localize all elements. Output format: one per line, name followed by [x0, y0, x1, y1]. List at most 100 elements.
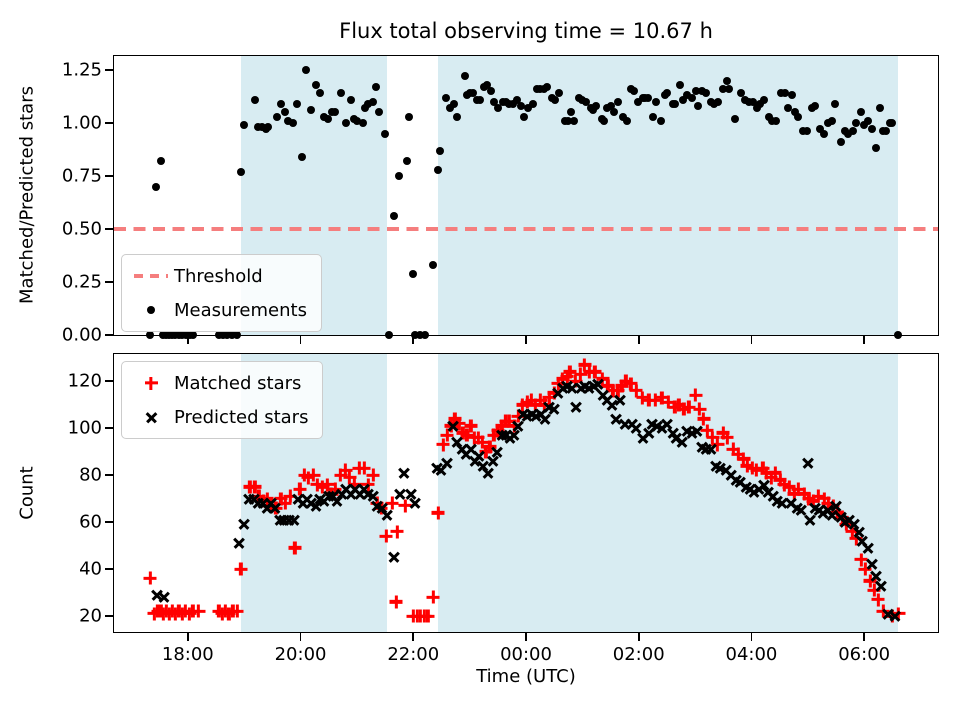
matched-stars-marker	[231, 605, 244, 618]
matched-stars-marker	[192, 605, 205, 618]
measurements-marker	[390, 212, 399, 221]
measurements-marker	[489, 97, 498, 106]
x-tick-mark	[187, 335, 189, 344]
measurements-marker	[816, 125, 825, 134]
measurements-marker	[385, 331, 394, 339]
measurements-marker	[273, 112, 282, 121]
measurements-marker	[676, 80, 685, 89]
measurements-marker	[528, 99, 537, 108]
legend-label: Measurements	[174, 299, 307, 321]
matched-stars-marker	[432, 506, 445, 519]
measurements-marker	[730, 114, 739, 123]
legend-marker-cell	[128, 411, 174, 424]
measurements-marker	[550, 95, 559, 104]
x-tick-mark	[637, 632, 640, 641]
x-tick-label: 04:00	[725, 644, 778, 665]
measurements-marker	[453, 112, 462, 121]
x-tick-mark	[637, 335, 640, 344]
measurements-marker	[421, 331, 430, 339]
matched-stars-marker	[689, 389, 702, 402]
measurements-marker	[434, 165, 443, 174]
matched-stars-marker	[390, 595, 403, 608]
ratio-y-axis-label: Matched/Predicted stars	[16, 86, 38, 304]
x-tick-mark	[525, 632, 527, 641]
count-plot-area: Matched stars Predicted stars 18:00 20:00…	[68, 353, 939, 665]
measurements-marker	[151, 182, 160, 191]
measurements-marker	[694, 102, 703, 111]
measurements-marker	[375, 108, 384, 117]
measurements-marker	[610, 108, 619, 117]
legend-marker-cell	[128, 274, 174, 278]
measurements-marker	[441, 93, 450, 102]
y-tick-label: 80	[79, 464, 102, 486]
measurements-marker	[353, 116, 362, 125]
measurements-marker	[691, 87, 700, 96]
measurements-marker	[523, 104, 532, 113]
measurements-marker	[369, 97, 378, 106]
measurements-marker	[702, 89, 711, 98]
measurements-marker	[395, 171, 404, 180]
x-tick-label: 22:00	[387, 644, 440, 665]
measurements-marker	[588, 106, 597, 115]
measurements-marker	[223, 331, 232, 339]
measurements-marker	[748, 97, 757, 106]
measurements-marker	[292, 99, 301, 108]
measurements-marker	[306, 106, 315, 115]
y-tick-label: 40	[79, 558, 102, 580]
measurements-marker	[218, 331, 227, 339]
measurements-marker	[794, 112, 803, 121]
measurements-marker	[599, 116, 608, 125]
measurements-marker	[633, 97, 642, 106]
x-tick-mark	[299, 335, 302, 344]
measurements-marker	[283, 116, 292, 125]
measurements-marker	[765, 112, 774, 121]
measurements-marker	[657, 116, 666, 125]
measurements-marker	[629, 87, 638, 96]
measurements-marker	[487, 87, 496, 96]
measurements-marker	[844, 129, 853, 138]
x-tick-mark	[863, 335, 865, 344]
matched-stars-marker	[421, 610, 434, 623]
measurements-marker	[781, 89, 790, 98]
y-tick-label: 0.75	[61, 165, 102, 187]
measurements-marker	[358, 118, 367, 127]
measurements-marker	[461, 72, 470, 81]
measurements-marker	[882, 127, 891, 136]
measurements-marker	[469, 89, 478, 98]
matched-stars-marker	[367, 469, 380, 482]
measurements-marker	[868, 125, 877, 134]
measurements-marker	[429, 261, 437, 270]
y-tick-mark	[105, 69, 114, 71]
measurements-marker	[857, 108, 866, 117]
legend-entry: Matched stars	[128, 366, 308, 400]
measurements-marker	[837, 138, 846, 147]
dot-marker-icon	[147, 306, 155, 314]
measurements-marker	[516, 102, 525, 111]
y-tick-mark	[105, 228, 114, 230]
measurements-marker	[663, 89, 672, 98]
measurements-marker	[347, 95, 356, 104]
x-axis-label: Time (UTC)	[476, 666, 576, 687]
measurements-marker	[652, 97, 661, 106]
measurements-marker	[483, 80, 492, 89]
measurements-marker	[342, 118, 351, 127]
x-tick-mark	[412, 632, 415, 641]
measurements-marker	[410, 331, 419, 339]
measurements-marker	[476, 95, 485, 104]
x-tick-label: 20:00	[274, 644, 327, 665]
measurements-marker	[542, 82, 551, 91]
matched-stars-marker	[391, 525, 404, 538]
measurements-marker	[512, 95, 521, 104]
measurements-marker	[509, 99, 518, 108]
x-tick-mark	[299, 632, 302, 641]
measurements-marker	[760, 95, 769, 104]
measurements-marker	[554, 89, 563, 98]
measurements-marker	[436, 146, 445, 155]
measurements-marker	[240, 121, 249, 130]
measurements-marker	[848, 127, 857, 136]
measurements-marker	[311, 80, 320, 89]
measurements-marker	[563, 116, 572, 125]
measurements-marker	[361, 104, 370, 113]
count-y-axis-label: Count	[16, 466, 38, 520]
